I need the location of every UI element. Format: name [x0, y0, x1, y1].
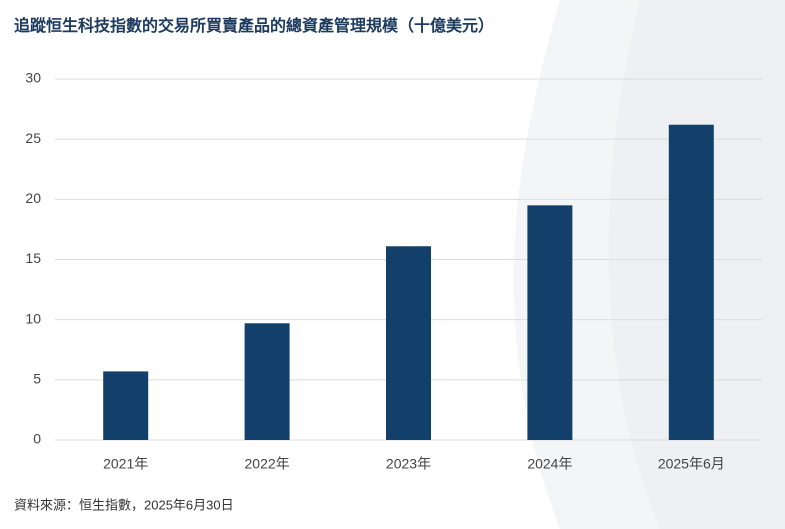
- y-tick-label: 20: [25, 190, 41, 206]
- y-tick-label: 10: [25, 310, 41, 326]
- x-tick-label: 2024年: [527, 456, 572, 472]
- bar: [244, 323, 290, 440]
- bar: [103, 371, 149, 440]
- x-tick-label: 2025年6月: [658, 456, 725, 472]
- source-note: 資料來源：恒生指數，2025年6月30日: [14, 497, 234, 512]
- x-tick-label: 2022年: [245, 456, 290, 472]
- bar: [668, 124, 714, 440]
- x-tick-label: 2023年: [386, 456, 431, 472]
- y-tick-label: 0: [33, 431, 41, 447]
- chart-title: 追蹤恒生科技指數的交易所買賣產品的總資產管理規模（十億美元）: [14, 16, 494, 35]
- y-tick-label: 25: [25, 130, 41, 146]
- y-tick-label: 15: [25, 250, 41, 266]
- bar: [527, 205, 573, 440]
- bar: [386, 246, 431, 440]
- y-tick-label: 5: [33, 371, 41, 387]
- y-tick-label: 30: [25, 70, 41, 86]
- x-tick-label: 2021年: [103, 456, 148, 472]
